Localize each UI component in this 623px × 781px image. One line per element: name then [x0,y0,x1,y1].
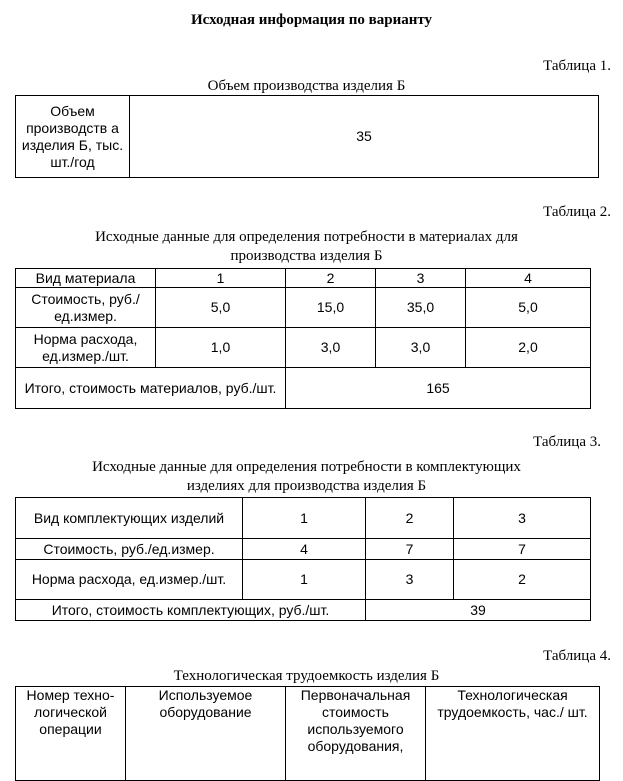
header-cell: Используемое оборудование [125,686,286,781]
cell: Стоимость, руб./ед.измер. [15,538,243,560]
cell: 15,0 [285,287,376,328]
table4: Номер техно-логической операции Используе… [15,686,600,781]
cell: 4 [465,268,591,288]
table3-caption-line1: Исходные данные для определения потребно… [92,459,521,475]
header-cell: Первоначальная стоимость используемого о… [285,686,426,781]
total-label: Итого, стоимость комплектующих, руб./шт. [15,599,366,621]
table4-label: Таблица 4. [543,648,611,664]
cell: 1,0 [155,327,286,368]
table2-label: Таблица 2. [543,204,611,220]
cell: 3 [453,497,591,539]
table1-caption: Объем производства изделия Б [207,78,406,94]
table3-caption-line2: изделиях для производства изделия Б [186,478,427,494]
cell: 1 [242,559,366,600]
cell: 7 [365,538,454,560]
table1-label: Таблица 1. [543,58,611,74]
cell: Норма расхода, ед.измер./шт. [15,559,243,600]
table1: Объем производств а изделия Б, тыс. шт./… [15,95,599,178]
cell: Вид материала [15,268,156,288]
cell: Вид комплектующих изделий [15,497,243,539]
total-value: 165 [285,367,591,409]
table1-header: Объем производств а изделия Б, тыс. шт./… [15,95,130,178]
table2: Вид материала 1 2 3 4 Стоимость, руб./ед.изм… [15,268,591,409]
table1-value: 35 [129,95,599,178]
cell: 2 [365,497,454,539]
table3-label: Таблица 3. [533,434,601,450]
cell: 1 [155,268,286,288]
total-label: Итого, стоимость материалов, руб./шт. [15,367,286,409]
cell: Норма расхода, ед.измер./шт. [15,327,156,368]
table2-caption-line2: производства изделия Б [230,248,383,264]
header-cell: Номер техно-логической операции [15,686,126,781]
header-cell: Технологическая трудоемкость, час./ шт. [425,686,600,781]
cell: 3,0 [285,327,376,368]
cell: 2 [285,268,376,288]
table4-caption: Технологическая трудоемкость изделия Б [173,668,440,684]
cell: 35,0 [375,287,466,328]
cell: 2 [453,559,591,600]
cell: 7 [453,538,591,560]
cell: 3 [375,268,466,288]
cell: Стоимость, руб./ед.измер. [15,287,156,328]
total-value: 39 [365,599,591,621]
cell: 5,0 [155,287,286,328]
cell: 3,0 [375,327,466,368]
cell: 2,0 [465,327,591,368]
table3: Вид комплектующих изделий 1 2 3 Стоимость, … [15,497,591,621]
cell: 1 [242,497,366,539]
table2-caption-line1: Исходные данные для определения потребно… [95,229,518,245]
cell: 5,0 [465,287,591,328]
cell: 3 [365,559,454,600]
cell: 4 [242,538,366,560]
page-title: Исходная информация по варианту [190,12,433,28]
